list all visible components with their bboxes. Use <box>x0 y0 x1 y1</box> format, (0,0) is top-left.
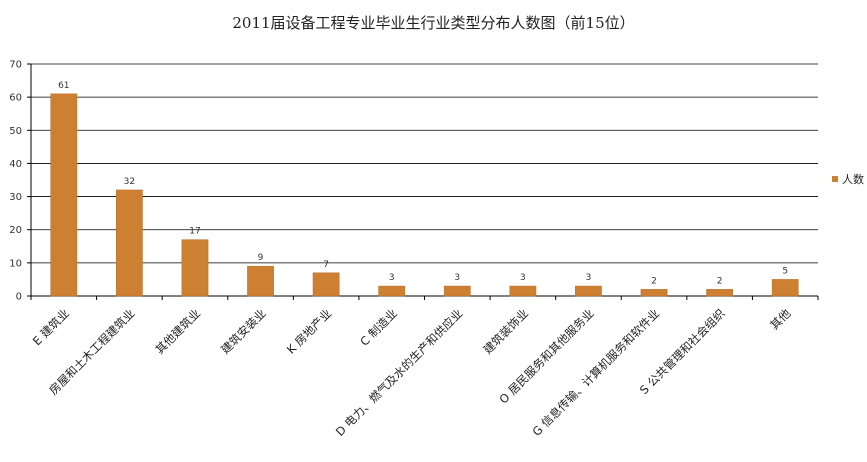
data-label: 3 <box>389 273 395 283</box>
y-tick-label: 20 <box>9 225 22 236</box>
category-label: 其他建筑业 <box>153 306 204 357</box>
bar <box>640 289 668 297</box>
y-tick-label: 70 <box>9 60 22 71</box>
category-label: E 建筑业 <box>30 306 72 348</box>
y-tick-label: 60 <box>9 93 22 104</box>
y-tick-label: 50 <box>9 126 22 137</box>
y-tick-label: 30 <box>9 192 22 203</box>
data-label: 2 <box>651 276 657 286</box>
legend-label: 人数 <box>842 173 864 186</box>
category-label: G 信息传输、计算机服务和软件业 <box>530 306 663 439</box>
legend-swatch <box>832 176 838 182</box>
bar <box>312 272 340 297</box>
data-label: 2 <box>717 276 723 286</box>
data-label: 61 <box>58 81 69 91</box>
category-label: D 电力、燃气及水的生产和供应业 <box>333 306 466 439</box>
bar <box>247 265 274 297</box>
bar <box>706 289 733 297</box>
category-label: 其他 <box>767 306 794 333</box>
data-label: 5 <box>782 266 788 276</box>
bar <box>771 279 799 297</box>
category-label: C 制造业 <box>357 306 400 349</box>
bar <box>443 285 471 297</box>
data-label: 3 <box>586 273 592 283</box>
data-label: 17 <box>189 227 200 237</box>
data-label: 7 <box>323 260 329 270</box>
category-label: K 房地产业 <box>284 306 334 356</box>
data-label: 3 <box>520 273 526 283</box>
bar <box>378 285 406 297</box>
y-tick-label: 40 <box>9 159 22 170</box>
chart-title: 2011届设备工程专业毕业生行业类型分布人数图（前15位） <box>232 14 635 32</box>
data-label: 32 <box>124 177 135 187</box>
data-label: 3 <box>454 273 460 283</box>
bar <box>116 189 143 297</box>
bar <box>509 285 537 297</box>
bar <box>50 93 78 297</box>
category-label: 建筑安装业 <box>218 306 269 357</box>
bar <box>181 239 209 297</box>
y-tick-label: 10 <box>9 258 22 269</box>
data-label: 9 <box>258 253 264 263</box>
y-tick-label: 0 <box>16 292 22 303</box>
category-label: 建筑装饰业 <box>480 306 531 357</box>
bar <box>575 285 602 297</box>
